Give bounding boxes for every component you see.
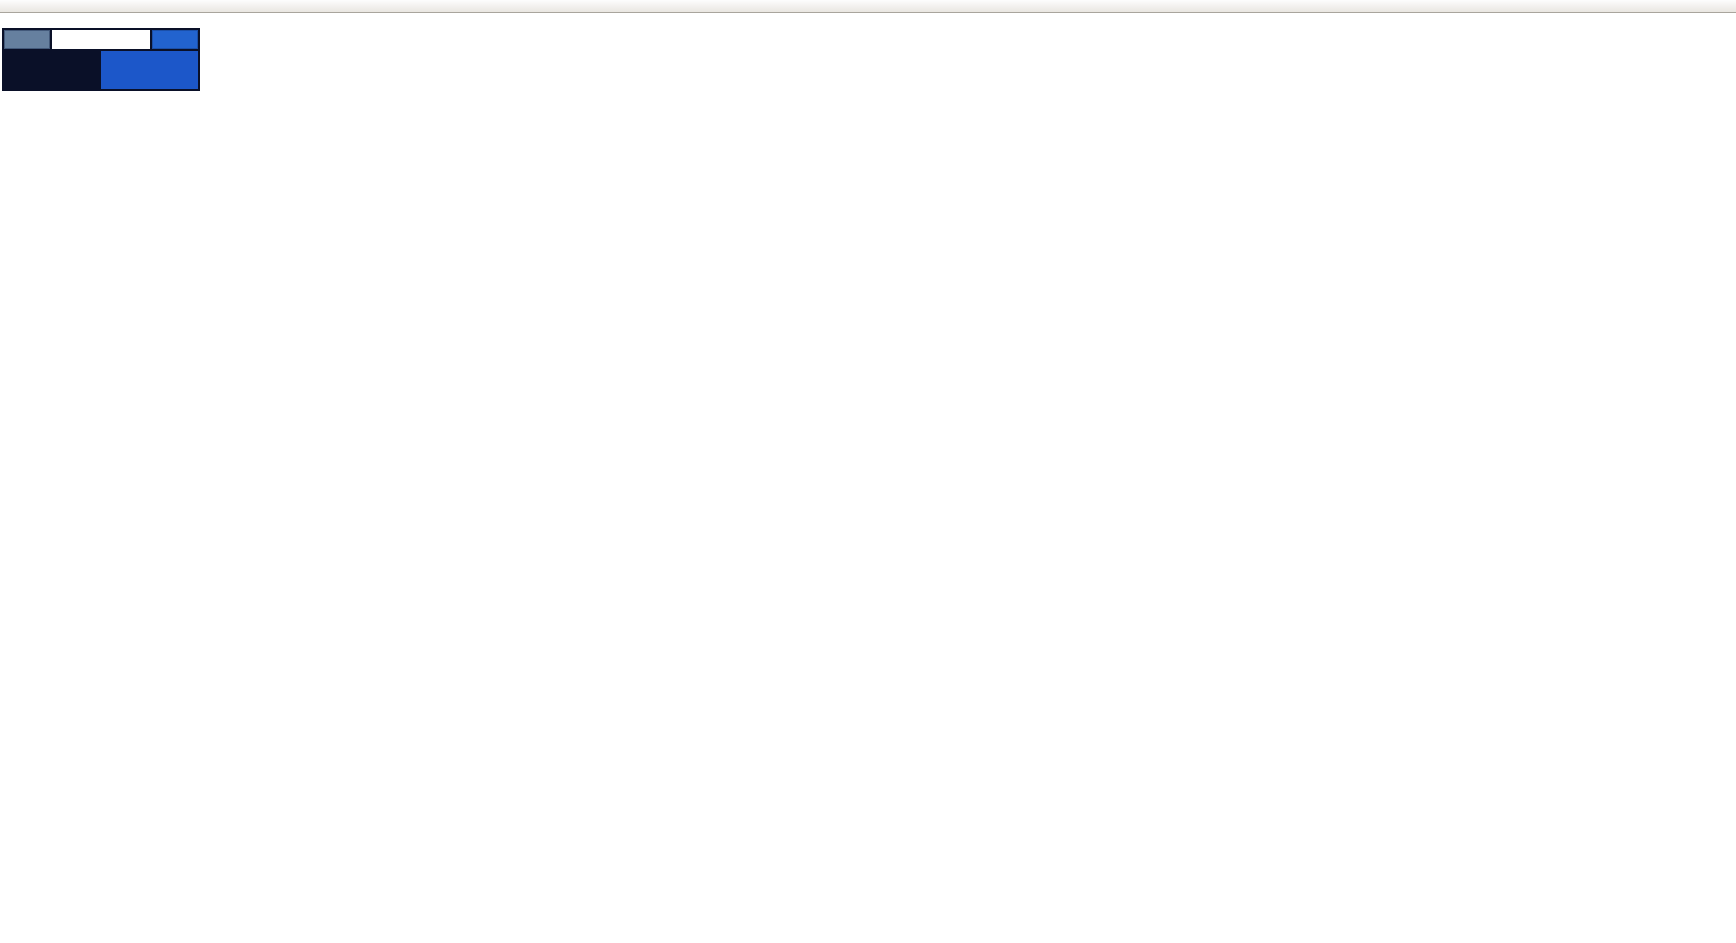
rsi-indicator-label: [4, 759, 9, 769]
chart-window: [0, 13, 1736, 943]
volume-input[interactable]: [52, 30, 150, 49]
one-click-trading-panel: [2, 28, 200, 91]
trade-panel-buttons-row: [4, 30, 198, 49]
macd-indicator-label: [4, 590, 13, 600]
toolbar-icon-row: [0, 0, 2, 13]
sell-button[interactable]: [4, 30, 50, 49]
chart-overlay: [0, 13, 1736, 943]
sell-price[interactable]: [4, 51, 101, 89]
chart-symbol-title: [4, 15, 15, 27]
buy-price[interactable]: [101, 51, 198, 89]
main-toolbar: [0, 0, 1736, 13]
trade-panel-prices-row: [4, 51, 198, 89]
buy-button[interactable]: [152, 30, 198, 49]
